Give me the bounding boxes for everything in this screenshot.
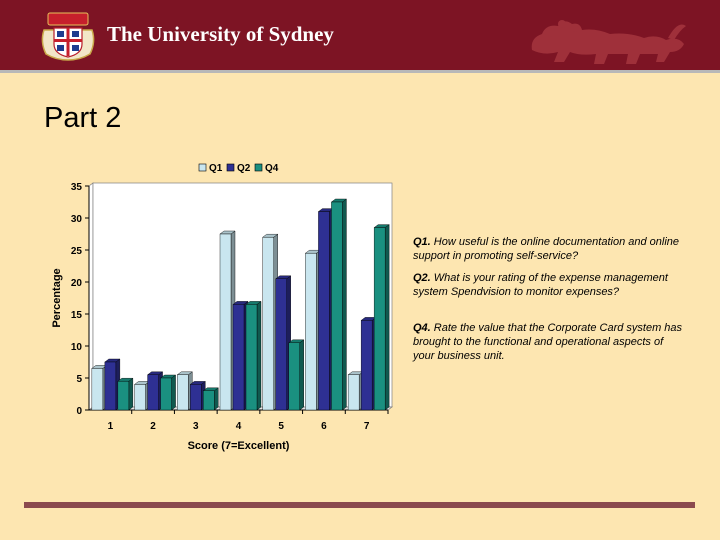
page-title: Part 2: [44, 102, 122, 134]
y-tick-label: 20: [71, 278, 83, 289]
legend-swatch: [254, 163, 263, 172]
bar-q2-7: [360, 320, 373, 411]
university-name: The University of Sydney: [107, 22, 334, 46]
x-axis-label: Score (7=Excellent): [188, 440, 290, 452]
x-tick-label: 6: [321, 421, 327, 432]
x-tick-label: 5: [278, 421, 284, 432]
bar-q2-6: [318, 211, 330, 411]
bar-side: [256, 300, 262, 411]
bar-q2-3: [190, 384, 202, 411]
question-q2: Q2. What is your rating of the expense m…: [413, 271, 683, 299]
bar-side: [342, 198, 347, 411]
bar-q4-7: [373, 227, 386, 411]
university-crest-icon: [41, 12, 95, 61]
question-id: Q4.: [413, 322, 431, 334]
bar-side: [299, 339, 304, 411]
bar-q4-4: [245, 304, 258, 411]
bar-q4-3: [203, 390, 215, 411]
x-tick-label: 7: [364, 421, 370, 432]
bar-q1-2: [134, 384, 146, 411]
y-tick-label: 15: [71, 310, 83, 321]
bar-q1-7: [347, 374, 360, 411]
bar-chart: 0 5 10 15 20 25 30 35 1 2 3 4 5 6 7 Percentage Score (7=…: [51, 163, 394, 452]
question-text: Rate the value that the Corporate Card s…: [413, 322, 683, 362]
legend-label: Q1: [209, 163, 223, 174]
bar-q1-3: [177, 374, 189, 411]
legend-swatch: [226, 163, 235, 172]
x-tick-label: 2: [150, 421, 156, 432]
bar-q4-1: [117, 380, 130, 411]
bar-q1-1: [91, 368, 104, 411]
bar-q2-4: [232, 304, 245, 411]
legend-label: Q4: [265, 163, 279, 174]
footer-divider: [24, 502, 695, 508]
legend-label: Q2: [237, 163, 251, 174]
question-text: What is your rating of the expense manag…: [413, 272, 668, 298]
y-tick-label: 35: [71, 182, 83, 193]
bar-q4-6: [331, 201, 343, 411]
bar-side: [171, 374, 176, 411]
lion-watermark-icon: [531, 20, 686, 64]
bar-side: [214, 387, 219, 411]
bar-q2-5: [275, 278, 287, 411]
question-q4: Q4. Rate the value that the Corporate Ca…: [413, 321, 683, 363]
y-tick-label: 0: [76, 406, 82, 417]
y-tick-label: 5: [76, 374, 82, 385]
header-divider: [0, 70, 720, 73]
x-tick-label: 3: [193, 421, 199, 432]
bar-side: [384, 224, 390, 411]
bar-side: [128, 377, 134, 411]
bar-q4-2: [160, 377, 172, 411]
y-tick-label: 25: [71, 246, 83, 257]
question-id: Q2.: [413, 272, 431, 284]
x-tick-label: 1: [108, 421, 114, 432]
y-tick-label: 30: [71, 214, 83, 225]
x-tick-label: 4: [236, 421, 242, 432]
question-text: How useful is the online documentation a…: [413, 236, 680, 262]
question-q1: Q1. How useful is the online documentati…: [413, 235, 683, 263]
bar-q4-5: [288, 342, 300, 411]
bar-q2-1: [104, 361, 117, 411]
bar-q1-4: [219, 233, 232, 411]
bar-q1-6: [305, 252, 317, 411]
bar-q2-2: [147, 374, 159, 411]
y-tick-label: 10: [71, 342, 83, 353]
question-id: Q1.: [413, 236, 431, 248]
bar-q1-5: [262, 236, 274, 411]
legend-swatch: [198, 163, 207, 172]
y-axis-label: Percentage: [51, 268, 63, 327]
